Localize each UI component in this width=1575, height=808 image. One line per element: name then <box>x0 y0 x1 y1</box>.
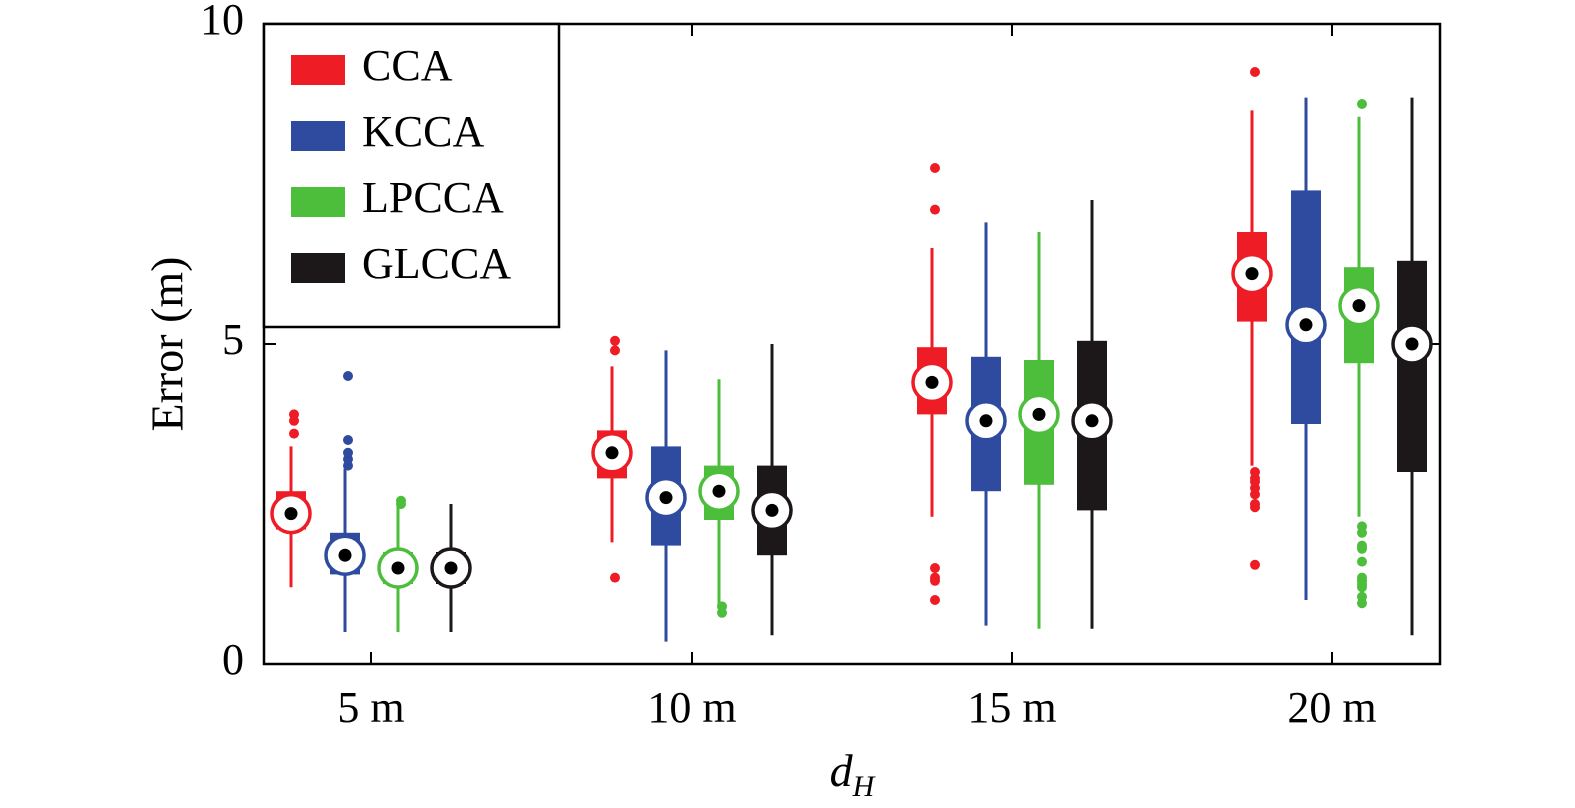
outlier-point <box>930 595 940 605</box>
median-dot <box>925 375 939 389</box>
series-glcca <box>430 97 1433 636</box>
outlier-point <box>343 435 353 445</box>
outlier-point <box>610 335 620 346</box>
y-axis-ticks: 0 5 10 <box>200 0 1440 684</box>
box-kcca-0 <box>324 371 366 632</box>
median-dot <box>1245 267 1259 281</box>
x-tick-label: 5 m <box>337 683 404 732</box>
outlier-point <box>343 371 353 381</box>
outlier-point <box>610 345 620 356</box>
box-glcca-2 <box>1071 200 1113 629</box>
outlier-point <box>343 447 353 458</box>
x-tick-label: 10 m <box>647 683 736 732</box>
box-cca-0 <box>270 409 312 588</box>
box-glcca-0 <box>430 504 472 632</box>
legend-swatch-lpcca <box>291 187 345 217</box>
x-tick-label: 15 m <box>967 683 1056 732</box>
median-dot <box>1032 407 1046 421</box>
outlier-point <box>1250 499 1260 509</box>
legend: CCA KCCA LPCCA GLCCA <box>262 22 561 329</box>
outlier-point <box>610 572 620 583</box>
y-tick-label: 5 <box>222 315 244 364</box>
legend-swatch-glcca <box>291 253 345 283</box>
series-lpcca <box>377 99 1380 632</box>
x-axis-ticks: 5 m 10 m 15 m 20 m <box>337 24 1377 732</box>
outlier-point <box>1357 99 1367 109</box>
outlier-point <box>289 428 299 439</box>
outlier-point <box>1357 572 1367 583</box>
outlier-point <box>930 572 940 583</box>
box-lpcca-0 <box>377 495 419 632</box>
box-cca-2 <box>911 163 953 605</box>
median-dot <box>444 561 458 575</box>
plot-frame <box>262 22 1442 666</box>
outlier-point <box>1250 467 1260 477</box>
median-dot <box>765 503 779 517</box>
median-dot <box>338 548 352 562</box>
y-tick-label: 10 <box>200 0 244 44</box>
box-iqr <box>1397 260 1427 472</box>
box-kcca-3 <box>1285 97 1327 600</box>
median-dot <box>284 507 298 521</box>
outlier-point <box>1357 540 1367 551</box>
box-kcca-2 <box>965 222 1007 626</box>
median-dot <box>1299 318 1313 332</box>
outlier-point <box>930 204 940 215</box>
outlier-point <box>1357 591 1367 602</box>
legend-label-kcca: KCCA <box>362 107 484 156</box>
x-axis-title: dH <box>830 745 877 803</box>
legend-label-lpcca: LPCCA <box>362 173 504 222</box>
y-tick-label: 0 <box>222 635 244 684</box>
box-lpcca-2 <box>1018 232 1060 629</box>
box-glcca-3 <box>1391 97 1433 636</box>
median-dot <box>979 414 993 428</box>
y-axis-title: Error (m) <box>142 257 193 432</box>
outlier-point <box>930 163 940 173</box>
box-cca-3 <box>1231 67 1273 570</box>
series-kcca <box>324 97 1327 642</box>
box-lpcca-1 <box>698 379 740 618</box>
outlier-point <box>1357 556 1367 567</box>
box-lpcca-3 <box>1338 99 1380 609</box>
outlier-point <box>396 495 406 506</box>
median-dot <box>605 446 619 460</box>
median-dot <box>659 491 673 505</box>
legend-label-glcca: GLCCA <box>362 239 511 288</box>
x-axis-title-main: d <box>830 745 854 796</box>
series-cca <box>270 67 1273 605</box>
outlier-point <box>717 601 727 612</box>
median-dot <box>391 561 405 575</box>
median-dot <box>1085 414 1099 428</box>
legend-swatch-kcca <box>291 121 345 151</box>
median-dot <box>1405 337 1419 351</box>
legend-swatch-cca <box>291 55 345 85</box>
outlier-point <box>289 409 299 420</box>
outlier-point <box>1250 559 1260 570</box>
outlier-point <box>1357 521 1367 532</box>
outlier-point <box>930 563 940 573</box>
box-cca-1 <box>591 335 633 583</box>
median-dot <box>712 484 726 498</box>
outlier-point <box>1250 67 1260 77</box>
box-plot-marks <box>270 67 1433 642</box>
x-axis-title-subscript: H <box>852 770 877 803</box>
median-dot <box>1352 299 1366 313</box>
x-tick-label: 20 m <box>1287 683 1376 732</box>
legend-label-cca: CCA <box>362 41 453 90</box>
box-glcca-1 <box>751 344 793 636</box>
box-kcca-1 <box>645 350 687 642</box>
